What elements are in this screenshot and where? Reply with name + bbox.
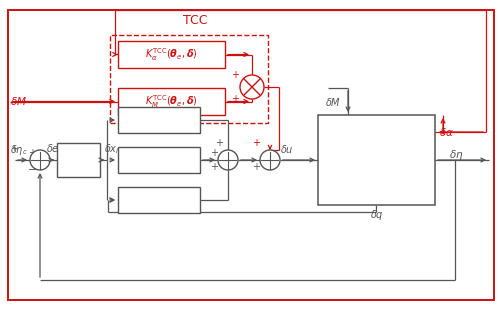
Text: +: + xyxy=(230,70,238,80)
Text: $K_q(\boldsymbol{\theta}_e)$: $K_q(\boldsymbol{\theta}_e)$ xyxy=(142,193,175,207)
Text: $K_{\alpha}^{\mathrm{TCC}}(\boldsymbol{\theta}_e,\boldsymbol{\delta})$: $K_{\alpha}^{\mathrm{TCC}}(\boldsymbol{\… xyxy=(145,46,197,63)
Text: +: + xyxy=(28,148,36,158)
Text: $K_{\eta}(\boldsymbol{\theta}_e)$: $K_{\eta}(\boldsymbol{\theta}_e)$ xyxy=(142,153,175,167)
Text: +: + xyxy=(252,138,260,148)
Bar xyxy=(118,41,224,68)
Bar xyxy=(57,143,100,177)
Bar xyxy=(118,107,199,133)
Bar xyxy=(118,147,199,173)
Circle shape xyxy=(260,150,280,170)
Text: $K_i(\boldsymbol{\theta}_e)$: $K_i(\boldsymbol{\theta}_e)$ xyxy=(144,113,174,127)
Text: $\mathcal{S}_l(\boldsymbol{\theta}_e,\boldsymbol{\delta})$: $\mathcal{S}_l(\boldsymbol{\theta}_e,\bo… xyxy=(351,152,399,168)
Text: $\delta M$: $\delta M$ xyxy=(324,96,341,108)
Text: $\dfrac{1}{s}$: $\dfrac{1}{s}$ xyxy=(74,148,83,172)
Text: $\delta\eta_c$: $\delta\eta_c$ xyxy=(10,143,28,157)
Text: $\delta q$: $\delta q$ xyxy=(369,208,383,222)
Text: $+$: $+$ xyxy=(10,143,19,153)
Text: $\delta M$: $\delta M$ xyxy=(10,95,27,107)
Circle shape xyxy=(239,75,264,99)
Text: $-$: $-$ xyxy=(27,163,37,173)
Text: $K_{M}^{\mathrm{TCC}}(\boldsymbol{\theta}_e,\boldsymbol{\delta})$: $K_{M}^{\mathrm{TCC}}(\boldsymbol{\theta… xyxy=(145,93,197,110)
Bar xyxy=(317,115,434,205)
Text: +: + xyxy=(209,162,217,172)
Bar xyxy=(110,35,268,123)
Bar xyxy=(118,187,199,213)
Circle shape xyxy=(30,150,50,170)
Bar xyxy=(118,88,224,115)
Text: $\delta\alpha$: $\delta\alpha$ xyxy=(438,126,453,138)
Text: +: + xyxy=(214,138,222,148)
Circle shape xyxy=(217,150,237,170)
Text: +: + xyxy=(252,162,260,172)
Text: $\delta u$: $\delta u$ xyxy=(280,143,293,155)
Text: $\delta e$: $\delta e$ xyxy=(46,142,60,154)
Text: +: + xyxy=(230,94,238,104)
Text: +: + xyxy=(209,148,217,158)
Text: $\delta x_i$: $\delta x_i$ xyxy=(104,142,119,156)
Text: $\delta\eta$: $\delta\eta$ xyxy=(448,148,462,162)
Text: TCC: TCC xyxy=(182,14,207,26)
